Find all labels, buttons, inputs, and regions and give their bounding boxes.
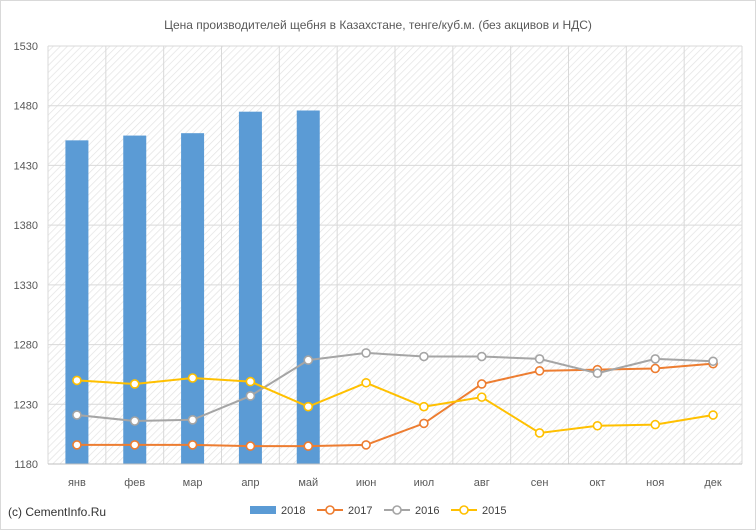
x-tick-label: июн [356,477,376,489]
data-point [419,418,429,429]
data-point [534,366,545,376]
y-tick-label: 1380 [14,220,38,232]
legend-item: 2016 [384,505,439,517]
y-tick-label: 1530 [14,41,38,53]
legend-bar-swatch [250,506,276,514]
horizontal-gridlines [48,45,742,465]
data-point [245,391,256,401]
legend-label: 2015 [482,505,506,517]
vertical-gridlines [47,46,743,464]
y-tick-label: 1280 [14,340,38,352]
bar-2018 [65,140,89,464]
data-point [72,410,82,420]
legend-marker [392,505,402,515]
x-tick-label: май [298,477,318,489]
x-tick-label: янв [68,477,86,489]
data-point [361,377,371,388]
data-point [245,376,256,387]
bar-2018 [238,111,262,464]
x-tick-label: дек [704,477,722,489]
y-axis-tick-labels: 1180 1230 1280 1330 1380 1430 1480 1530 [14,41,38,471]
data-point [708,356,718,367]
data-point [303,441,314,451]
series-line [76,351,714,423]
x-tick-label: апр [241,477,259,489]
x-axis-tick-labels: янв фев мар апр май июн июл авг сен окт ноя дек [68,477,722,489]
legend-label: 2018 [281,505,305,517]
data-point [361,348,371,358]
data-point [708,410,718,420]
legend-marker [459,505,469,515]
x-tick-label: авг [474,477,490,489]
x-tick-label: фев [124,477,145,489]
legend-label: 2017 [348,505,372,517]
data-point [187,373,198,383]
series-line [76,377,714,434]
data-point [592,420,603,431]
data-point [419,401,429,412]
chart-legend: 2018 2017 2016 2015 [250,505,506,517]
data-point [129,440,140,450]
x-tick-label: окт [589,477,605,489]
data-point [476,392,487,402]
line-series-group [72,348,718,451]
data-point [303,401,314,412]
data-point [650,419,661,430]
chart-title: Цена производителей щебня в Казахстане, … [164,18,592,32]
y-tick-label: 1180 [14,459,38,471]
data-point [476,351,487,362]
legend-item: 2015 [451,505,506,517]
data-point [534,428,545,438]
legend-label: 2016 [415,505,439,517]
bar-2018 [296,110,320,465]
x-tick-label: июл [414,477,435,489]
y-tick-label: 1480 [14,101,38,113]
x-tick-label: ноя [646,477,664,489]
data-point [419,351,429,362]
data-point [534,354,545,364]
data-point [476,379,487,389]
data-point [129,379,140,389]
bar-2018 [181,133,205,464]
data-point [245,441,256,451]
y-tick-label: 1330 [14,280,38,292]
data-point [361,440,371,450]
data-point [650,354,661,364]
x-tick-label: мар [183,477,203,489]
line-series-2017 [72,358,718,451]
y-tick-label: 1430 [14,160,38,172]
data-point [72,440,82,450]
data-point [129,416,140,426]
x-tick-label: сен [531,477,549,489]
data-point [187,440,198,450]
line-series-2016 [72,348,718,426]
line-series-2015 [72,373,718,438]
data-point [187,415,198,425]
data-point [592,368,603,379]
legend-item: 2017 [317,505,372,517]
data-point [303,355,314,365]
bar-2018 [123,135,147,465]
y-tick-label: 1230 [14,399,38,411]
data-point [650,363,661,374]
data-point [72,375,82,386]
series-line [76,362,714,448]
source-label: (c) CementInfo.Ru [8,505,107,519]
bar-series-2018 [65,110,320,465]
legend-marker [325,505,335,515]
legend-item: 2018 [250,505,305,517]
